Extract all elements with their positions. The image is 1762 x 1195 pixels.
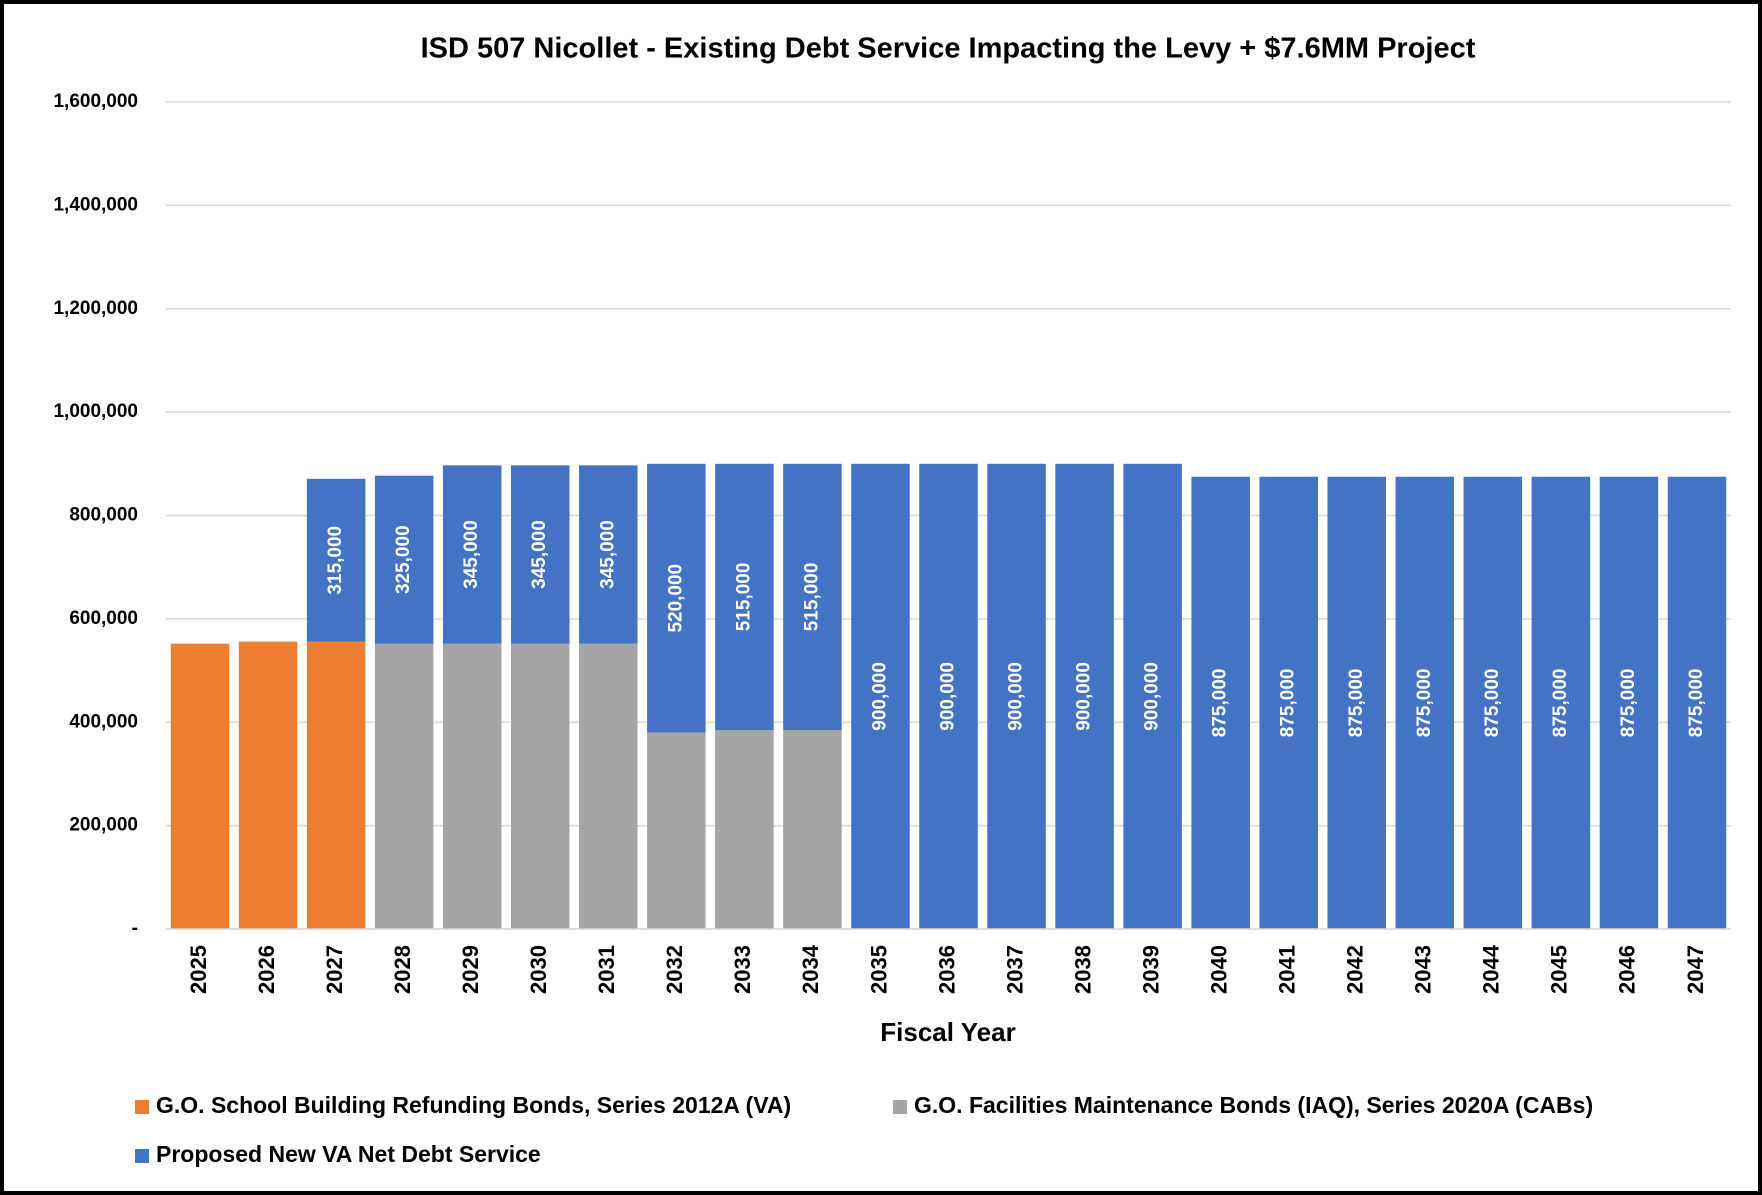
bar-segment xyxy=(1463,476,1523,929)
bar-segment xyxy=(579,643,638,929)
x-tick-label: 2030 xyxy=(526,945,551,994)
x-tick-label: 2042 xyxy=(1343,945,1368,994)
legend-label: G.O. School Building Refunding Bonds, Se… xyxy=(156,1092,791,1118)
data-label: 325,000 xyxy=(393,525,414,594)
x-tick-label: 2043 xyxy=(1411,945,1436,994)
chart-title: ISD 507 Nicollet - Existing Debt Service… xyxy=(421,33,1476,65)
bar-segment xyxy=(442,643,502,929)
y-tick-label: 1,600,000 xyxy=(53,91,138,112)
data-label: 520,000 xyxy=(665,564,686,633)
x-tick-label: 2031 xyxy=(594,945,619,994)
bar-segment xyxy=(919,463,978,929)
x-tick-label: 2046 xyxy=(1615,945,1640,994)
data-label: 875,000 xyxy=(1686,669,1707,738)
legend-label: G.O. Facilities Maintenance Bonds (IAQ),… xyxy=(914,1092,1593,1118)
data-label: 900,000 xyxy=(869,662,890,731)
y-tick-label: 800,000 xyxy=(69,505,138,526)
x-tick-label: 2047 xyxy=(1683,945,1708,994)
bar-segment xyxy=(1531,476,1591,929)
data-label: 875,000 xyxy=(1482,669,1503,738)
bar-segment xyxy=(306,478,366,642)
data-label: 875,000 xyxy=(1278,669,1299,738)
y-tick-label: 1,400,000 xyxy=(53,194,138,215)
bar-segment xyxy=(1123,463,1182,929)
legend-swatch xyxy=(893,1100,907,1114)
x-tick-label: 2036 xyxy=(934,945,959,994)
legend-swatch xyxy=(135,1149,149,1163)
bar-segment xyxy=(715,730,774,929)
data-label: 900,000 xyxy=(938,662,959,731)
x-tick-label: 2038 xyxy=(1070,945,1095,994)
data-label: 345,000 xyxy=(597,520,618,589)
bar-segment xyxy=(442,465,502,644)
x-tick-label: 2041 xyxy=(1275,945,1300,994)
x-tick-label: 2029 xyxy=(458,945,483,994)
bar-segment xyxy=(783,463,842,731)
bar-segment xyxy=(715,463,774,731)
x-tick-label: 2040 xyxy=(1206,945,1231,994)
data-label: 315,000 xyxy=(325,526,346,595)
bar-segment xyxy=(374,643,434,929)
bar-segment xyxy=(1395,476,1455,929)
bar-segment xyxy=(783,730,842,929)
data-label: 875,000 xyxy=(1210,669,1231,738)
y-tick-label: 600,000 xyxy=(69,608,138,629)
x-tick-label: 2045 xyxy=(1547,945,1572,994)
x-tick-label: 2025 xyxy=(186,945,211,994)
data-label: 900,000 xyxy=(1142,662,1163,731)
bar-segment xyxy=(851,463,910,929)
bar-segment xyxy=(1667,476,1727,929)
bar-segment xyxy=(1599,476,1659,929)
bar-segment xyxy=(510,643,570,929)
data-label: 875,000 xyxy=(1346,669,1367,738)
x-tick-label: 2044 xyxy=(1479,944,1504,994)
y-tick-label: - xyxy=(132,918,138,939)
data-label: 875,000 xyxy=(1618,669,1639,738)
data-label: 900,000 xyxy=(1006,662,1027,731)
bar-segment xyxy=(1055,463,1114,929)
x-axis-label: Fiscal Year xyxy=(880,1017,1015,1047)
bar-segment xyxy=(306,641,366,929)
bar-segment xyxy=(170,643,230,929)
data-label: 875,000 xyxy=(1414,669,1435,738)
x-tick-label: 2026 xyxy=(254,945,279,994)
bar-segment xyxy=(1327,476,1387,929)
bar-segment xyxy=(647,463,706,733)
legend-label: Proposed New VA Net Debt Service xyxy=(156,1141,541,1167)
data-label: 345,000 xyxy=(529,520,550,589)
bar-segment xyxy=(647,732,706,929)
bar-segment xyxy=(238,641,298,929)
bar-segment xyxy=(1259,476,1318,929)
bar-segment xyxy=(1191,476,1250,929)
x-tick-label: 2033 xyxy=(730,945,755,994)
x-tick-label: 2035 xyxy=(866,945,891,994)
y-tick-label: 1,200,000 xyxy=(53,298,138,319)
data-label: 345,000 xyxy=(461,520,482,589)
data-label: 515,000 xyxy=(733,563,754,632)
x-tick-label: 2032 xyxy=(662,945,687,994)
data-label: 900,000 xyxy=(1074,662,1095,731)
data-label: 515,000 xyxy=(801,563,822,632)
y-tick-label: 400,000 xyxy=(69,711,138,732)
data-label: 875,000 xyxy=(1550,669,1571,738)
x-tick-label: 2028 xyxy=(390,945,415,994)
legend-swatch xyxy=(135,1100,149,1114)
bar-segment xyxy=(374,475,434,644)
x-tick-label: 2034 xyxy=(798,944,823,994)
y-tick-label: 200,000 xyxy=(69,815,138,836)
y-tick-label: 1,000,000 xyxy=(53,401,138,422)
bar-segment xyxy=(987,463,1046,929)
x-tick-label: 2039 xyxy=(1138,945,1163,994)
x-tick-label: 2027 xyxy=(322,945,347,994)
x-tick-label: 2037 xyxy=(1002,945,1027,994)
bar-segment xyxy=(579,465,638,644)
bar-segment xyxy=(510,465,570,644)
